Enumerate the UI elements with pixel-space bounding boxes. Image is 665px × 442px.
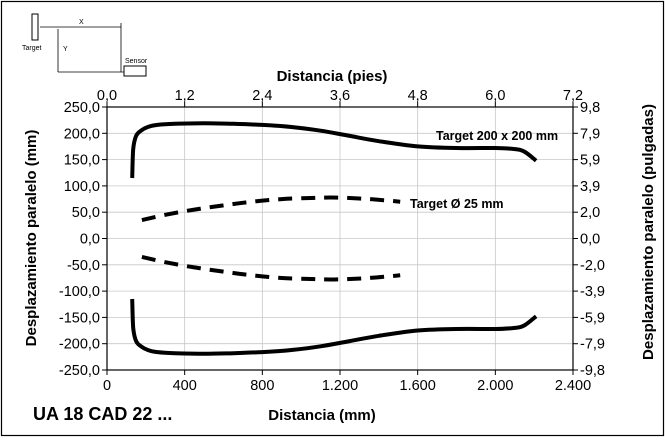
bottom-axis-title: Distancia (mm) bbox=[268, 407, 376, 424]
series bbox=[130, 121, 538, 356]
y2-tick-label: -9,8 bbox=[580, 363, 605, 379]
top-axis-title: Distancia (pies) bbox=[277, 68, 388, 85]
y-tick-label: -250,0 bbox=[59, 363, 100, 379]
y2-tick-label: 9,8 bbox=[580, 100, 600, 116]
series-line-2 bbox=[141, 195, 401, 223]
x2-tick-label: 7,2 bbox=[563, 88, 583, 104]
x2-tick-label: 3,6 bbox=[330, 88, 350, 104]
y2-tick-label: -5,9 bbox=[580, 310, 605, 326]
x-tick-label: 400 bbox=[173, 378, 197, 394]
y-tick-label: 150,0 bbox=[64, 153, 100, 169]
y-tick-label: 250,0 bbox=[64, 100, 100, 116]
y-tick-label: -150,0 bbox=[59, 310, 100, 326]
series-line-1 bbox=[130, 298, 538, 356]
x2-tick-label: 4,8 bbox=[408, 88, 428, 104]
x-tick-label: 0 bbox=[103, 378, 111, 394]
x-tick-label: 1.600 bbox=[400, 378, 436, 394]
y-tick-label: -50,0 bbox=[67, 258, 100, 274]
y2-tick-label: 0,0 bbox=[580, 232, 600, 248]
x-tick-label: 2.400 bbox=[555, 378, 591, 394]
x2-tick-label: 6,0 bbox=[485, 88, 505, 104]
y2-tick-label: -2,0 bbox=[580, 258, 605, 274]
x-tick-label: 800 bbox=[250, 378, 274, 394]
y-dimension-label: Y bbox=[63, 46, 68, 53]
x2-tick-label: 1,2 bbox=[175, 88, 195, 104]
y2-tick-label: -7,9 bbox=[580, 337, 605, 353]
y-tick-label: 100,0 bbox=[64, 179, 100, 195]
sensor-shape bbox=[123, 65, 147, 77]
y2-tick-label: 5,9 bbox=[580, 153, 600, 169]
y-tick-label: 50,0 bbox=[72, 205, 100, 221]
y-tick-label: 0,0 bbox=[80, 232, 100, 248]
x-dimension-label: X bbox=[79, 19, 84, 26]
y2-tick-label: 7,9 bbox=[580, 126, 600, 142]
x2-tick-label: 0,0 bbox=[97, 88, 117, 104]
setup-diagram: Target X Y Sensor bbox=[22, 13, 148, 77]
ticks: 0 400 800 1.200 1.600 2.000 2.400 0,0 1,2 2,4 3,6 4… bbox=[59, 88, 605, 394]
x-tick-label: 2.000 bbox=[477, 378, 513, 394]
chart-title: UA 18 CAD 22 ... bbox=[33, 404, 172, 424]
right-axis-title: Desplazamiento paralelo (pulgadas) bbox=[640, 104, 657, 360]
series-line-3 bbox=[141, 254, 401, 282]
x2-tick-label: 2,4 bbox=[252, 88, 272, 104]
y2-tick-label: 2,0 bbox=[580, 205, 600, 221]
left-axis-title: Desplazamiento paralelo (mm) bbox=[23, 130, 40, 347]
sensor-label: Sensor bbox=[125, 58, 148, 65]
y-tick-label: -100,0 bbox=[59, 284, 100, 300]
x-tick-label: 1.200 bbox=[322, 378, 358, 394]
y-tick-label: 200,0 bbox=[64, 126, 100, 142]
y2-tick-label: -3,9 bbox=[580, 284, 605, 300]
y-tick-label: -200,0 bbox=[59, 337, 100, 353]
annotation-target-200: Target 200 x 200 mm bbox=[436, 129, 558, 143]
annotation-target-25: Target Ø 25 mm bbox=[410, 197, 504, 211]
target-label: Target bbox=[22, 45, 42, 52]
target-shape bbox=[31, 13, 39, 41]
series-line-0 bbox=[130, 121, 538, 179]
y2-tick-label: 3,9 bbox=[580, 179, 600, 195]
